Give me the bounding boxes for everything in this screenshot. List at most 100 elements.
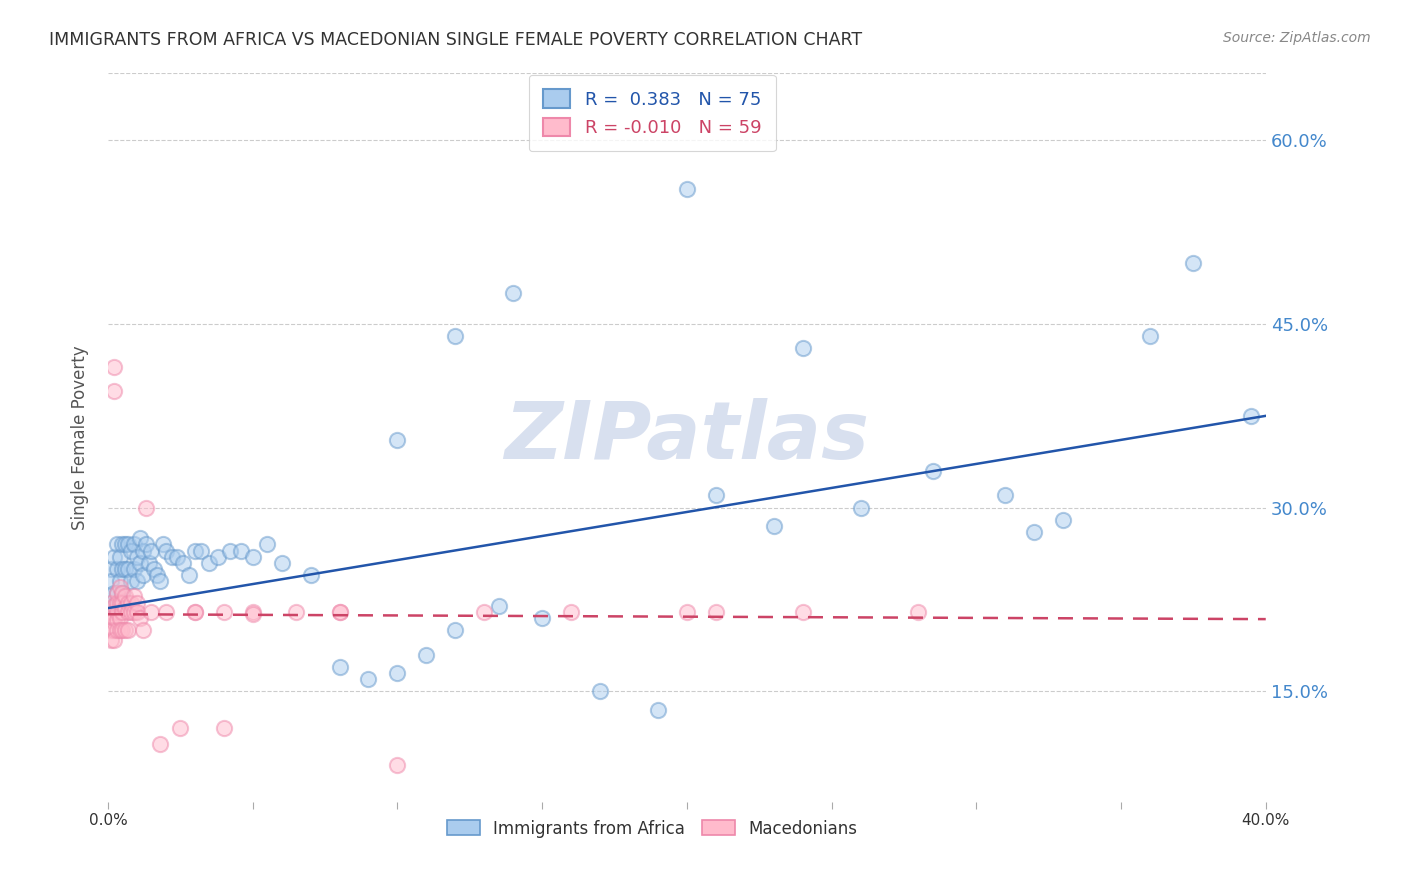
Point [122,562,145,576]
Point [922,464,945,478]
Point [108,596,131,610]
Point [105,596,128,610]
Point [242,605,264,619]
Point [108,580,131,594]
Point [100,613,122,627]
Point [647,703,669,717]
Point [100,632,122,647]
Point [231,543,253,558]
Point [135,500,157,515]
Point [152,537,174,551]
Point [138,556,160,570]
Point [100,574,122,589]
Point [589,684,612,698]
Point [108,549,131,564]
Point [103,359,125,374]
Legend: Immigrants from Africa, Macedonians: Immigrants from Africa, Macedonians [440,813,865,844]
Point [184,605,207,619]
Point [100,605,122,619]
Point [676,605,699,619]
Point [149,574,172,589]
Point [128,611,150,625]
Point [105,586,128,600]
Point [141,605,163,619]
Point [472,605,495,619]
Point [207,549,229,564]
Point [105,599,128,613]
Point [328,605,350,619]
Point [111,586,134,600]
Point [256,537,278,551]
Point [132,568,155,582]
Point [111,562,134,576]
Point [114,623,136,637]
Point [143,562,166,576]
Point [415,648,437,662]
Point [387,757,409,772]
Point [242,549,264,564]
Point [108,599,131,613]
Point [111,596,134,610]
Point [387,434,409,448]
Point [105,623,128,637]
Point [1240,409,1263,423]
Point [117,596,139,610]
Point [103,611,125,625]
Point [299,568,322,582]
Point [111,537,134,551]
Point [103,599,125,613]
Point [704,488,727,502]
Point [177,568,200,582]
Point [125,605,148,619]
Point [155,543,177,558]
Point [125,549,148,564]
Point [105,537,128,551]
Point [792,605,814,619]
Point [387,665,409,680]
Point [108,623,131,637]
Point [122,537,145,551]
Point [560,605,582,619]
Text: Source: ZipAtlas.com: Source: ZipAtlas.com [1223,31,1371,45]
Point [1052,513,1074,527]
Point [120,543,142,558]
Point [907,605,929,619]
Point [242,607,264,622]
Point [103,384,125,399]
Point [105,562,128,576]
Point [849,500,872,515]
Point [100,623,122,637]
Point [114,537,136,551]
Point [105,605,128,619]
Point [1139,329,1161,343]
Point [135,537,157,551]
Point [111,605,134,619]
Point [114,589,136,603]
Point [328,605,350,619]
Point [141,543,163,558]
Point [212,605,235,619]
Point [132,543,155,558]
Point [270,556,292,570]
Point [108,574,131,589]
Point [676,182,699,196]
Point [125,596,148,610]
Point [149,737,172,751]
Point [994,488,1017,502]
Point [762,519,785,533]
Point [184,543,207,558]
Y-axis label: Single Female Poverty: Single Female Poverty [72,345,89,530]
Point [155,605,177,619]
Point [128,531,150,545]
Point [531,611,554,625]
Text: IMMIGRANTS FROM AFRICA VS MACEDONIAN SINGLE FEMALE POVERTY CORRELATION CHART: IMMIGRANTS FROM AFRICA VS MACEDONIAN SIN… [49,31,862,49]
Point [103,632,125,647]
Point [111,586,134,600]
Point [444,623,467,637]
Point [1182,256,1205,270]
Point [120,574,142,589]
Point [117,605,139,619]
Point [285,605,308,619]
Point [122,605,145,619]
Point [103,586,125,600]
